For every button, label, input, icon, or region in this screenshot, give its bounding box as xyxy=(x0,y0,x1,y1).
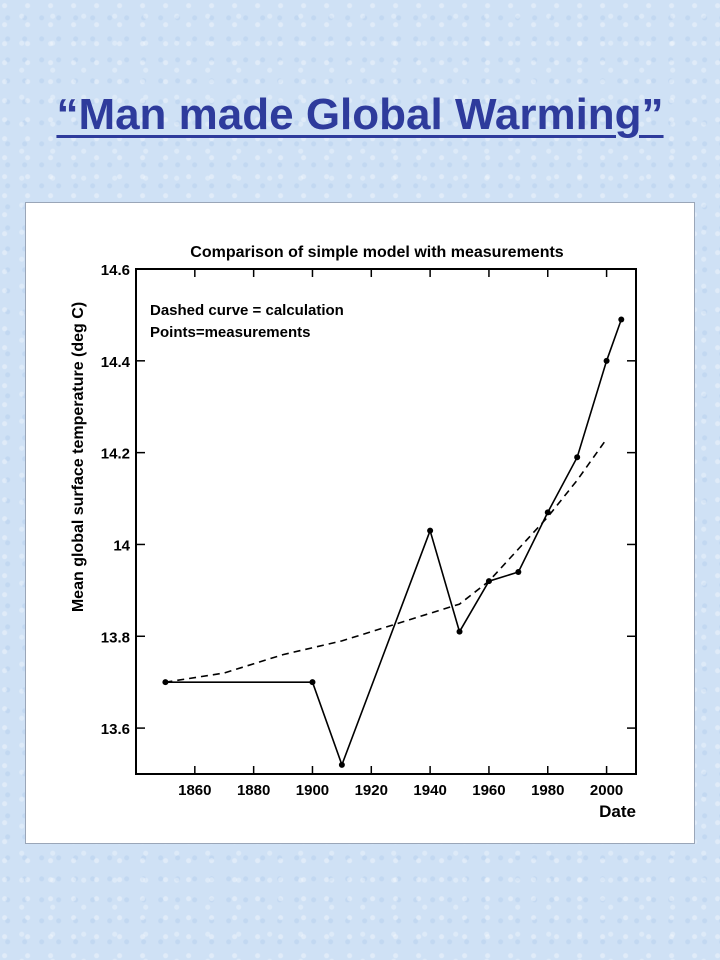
measurement-point xyxy=(574,454,581,461)
y-axis-label: Mean global surface temperature (deg C) xyxy=(70,302,87,612)
calculation-dashed-line xyxy=(165,438,608,683)
x-tick-label: 1900 xyxy=(296,782,329,799)
measurement-point xyxy=(309,679,316,686)
measurement-line xyxy=(165,319,623,768)
y-tick-label: 14.6 xyxy=(101,262,130,279)
slide-title: “Man made Global Warming” xyxy=(56,90,664,139)
measurement-point xyxy=(603,357,610,364)
measurement-point xyxy=(456,628,463,635)
measurement-point xyxy=(618,316,625,323)
chart-svg: Comparison of simple model with measurem… xyxy=(70,244,637,821)
x-tick-label: 1960 xyxy=(472,782,505,799)
annotation-line-2: Points=measurements xyxy=(150,324,310,341)
x-tick-label: 1920 xyxy=(355,782,388,799)
y-tick-label: 14.2 xyxy=(101,446,130,463)
chart-panel: Comparison of simple model with measurem… xyxy=(25,202,695,844)
chart-title: Comparison of simple model with measurem… xyxy=(190,244,564,261)
plot-frame xyxy=(135,268,637,775)
measurement-point xyxy=(515,569,522,575)
x-tick-label: 1880 xyxy=(237,782,270,799)
annotation-line-1: Dashed curve = calculation xyxy=(150,302,344,319)
x-tick-label: 1860 xyxy=(178,782,211,799)
y-tick-label: 14 xyxy=(113,537,130,554)
y-tick-label: 13.6 xyxy=(101,721,130,738)
x-tick-label: 1940 xyxy=(413,782,446,799)
y-tick-label: 14.4 xyxy=(101,354,131,371)
measurement-point xyxy=(338,761,345,768)
x-tick-label: 2000 xyxy=(590,782,623,799)
y-tick-label: 13.8 xyxy=(101,629,130,646)
x-tick-label: 1980 xyxy=(531,782,564,799)
chart-marks: 1860 1880 1900 1920 1940 1960 1980 2000 13.6 13.8… xyxy=(101,262,636,799)
measurement-point xyxy=(427,527,434,534)
x-axis-label: Date xyxy=(599,802,636,821)
